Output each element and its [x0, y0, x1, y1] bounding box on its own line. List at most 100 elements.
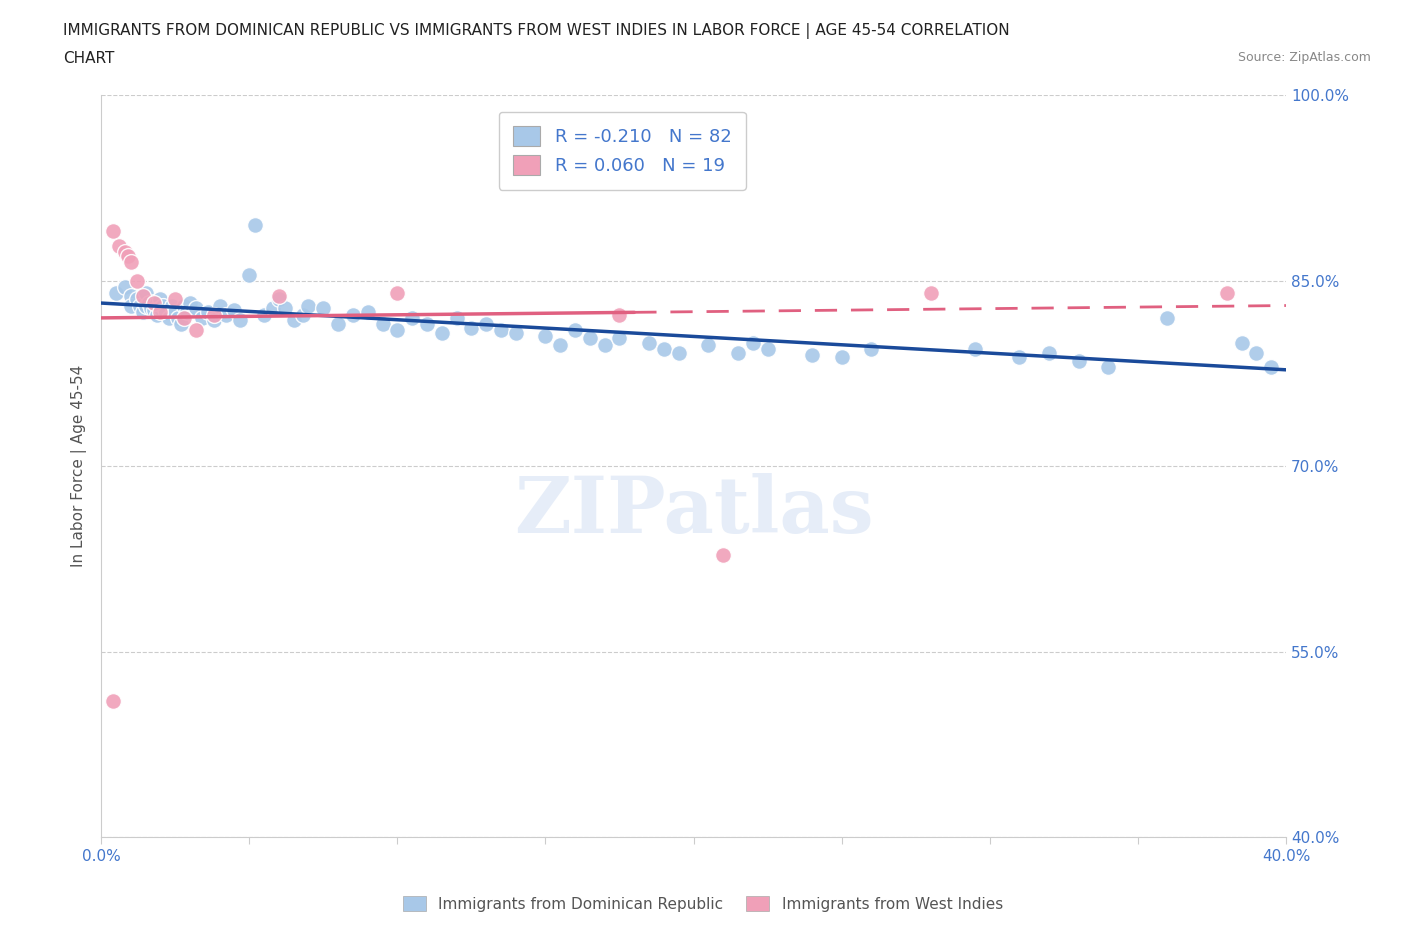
Point: [149, 300, 172, 315]
Point: [609, 330, 631, 345]
Point: [184, 300, 207, 315]
Point: [609, 308, 631, 323]
Point: [534, 329, 557, 344]
Point: [652, 341, 675, 356]
Point: [165, 292, 187, 307]
Point: [173, 299, 195, 313]
Point: [711, 548, 734, 563]
Point: [593, 338, 616, 352]
Point: [208, 299, 231, 313]
Point: [117, 248, 139, 263]
Point: [155, 304, 177, 319]
Point: [125, 292, 148, 307]
Point: [120, 288, 142, 303]
Point: [697, 338, 720, 352]
Point: [505, 326, 527, 340]
Point: [191, 311, 214, 325]
Point: [416, 316, 439, 331]
Point: [638, 335, 661, 350]
Point: [564, 323, 586, 338]
Point: [371, 316, 394, 331]
Point: [387, 286, 409, 300]
Point: [342, 308, 364, 323]
Point: [135, 286, 157, 300]
Point: [756, 341, 779, 356]
Point: [297, 299, 319, 313]
Point: [202, 312, 225, 327]
Point: [114, 245, 136, 259]
Point: [274, 300, 297, 315]
Point: [430, 326, 453, 340]
Point: [149, 292, 172, 307]
Text: IMMIGRANTS FROM DOMINICAN REPUBLIC VS IMMIGRANTS FROM WEST INDIES IN LABOR FORCE: IMMIGRANTS FROM DOMINICAN REPUBLIC VS IM…: [63, 23, 1010, 39]
Point: [1215, 286, 1237, 300]
Point: [138, 296, 160, 311]
Y-axis label: In Labor Force | Age 45-54: In Labor Force | Age 45-54: [72, 365, 87, 567]
Point: [283, 312, 305, 327]
Point: [579, 330, 602, 345]
Point: [1260, 360, 1282, 375]
Point: [831, 350, 853, 365]
Point: [214, 308, 236, 323]
Point: [1230, 335, 1253, 350]
Point: [120, 255, 142, 270]
Point: [128, 299, 150, 313]
Point: [387, 323, 409, 338]
Point: [114, 280, 136, 295]
Legend: Immigrants from Dominican Republic, Immigrants from West Indies: Immigrants from Dominican Republic, Immi…: [396, 889, 1010, 918]
Point: [152, 299, 174, 313]
Point: [101, 694, 124, 709]
Legend: R = -0.210   N = 82, R = 0.060   N = 19: R = -0.210 N = 82, R = 0.060 N = 19: [499, 112, 747, 190]
Point: [179, 296, 201, 311]
Point: [238, 267, 260, 282]
Point: [1246, 345, 1268, 360]
Point: [475, 316, 498, 331]
Point: [149, 304, 172, 319]
Point: [108, 239, 131, 254]
Point: [135, 299, 157, 313]
Point: [160, 299, 183, 313]
Point: [1156, 311, 1178, 325]
Point: [253, 308, 276, 323]
Point: [125, 273, 148, 288]
Point: [312, 300, 335, 315]
Point: [1038, 345, 1060, 360]
Point: [143, 303, 166, 318]
Point: [184, 323, 207, 338]
Point: [668, 345, 690, 360]
Point: [120, 299, 142, 313]
Point: [401, 311, 423, 325]
Point: [267, 288, 290, 303]
Point: [143, 295, 166, 310]
Point: [548, 338, 571, 352]
Text: ZIPatlas: ZIPatlas: [513, 472, 873, 549]
Point: [131, 288, 153, 303]
Point: [146, 308, 169, 323]
Point: [104, 286, 127, 300]
Point: [167, 311, 190, 325]
Point: [460, 320, 482, 335]
Point: [1067, 353, 1090, 368]
Point: [920, 286, 942, 300]
Point: [489, 323, 512, 338]
Text: Source: ZipAtlas.com: Source: ZipAtlas.com: [1237, 51, 1371, 64]
Point: [173, 311, 195, 325]
Point: [267, 292, 290, 307]
Point: [170, 316, 193, 331]
Point: [197, 304, 219, 319]
Point: [143, 296, 166, 311]
Point: [357, 304, 380, 319]
Point: [131, 304, 153, 319]
Point: [202, 308, 225, 323]
Point: [1008, 350, 1031, 365]
Point: [291, 308, 314, 323]
Point: [741, 335, 763, 350]
Point: [446, 311, 468, 325]
Point: [157, 311, 180, 325]
Point: [176, 304, 198, 319]
Point: [101, 224, 124, 239]
Point: [224, 303, 246, 318]
Point: [243, 218, 266, 232]
Point: [326, 316, 349, 331]
Text: CHART: CHART: [63, 51, 115, 66]
